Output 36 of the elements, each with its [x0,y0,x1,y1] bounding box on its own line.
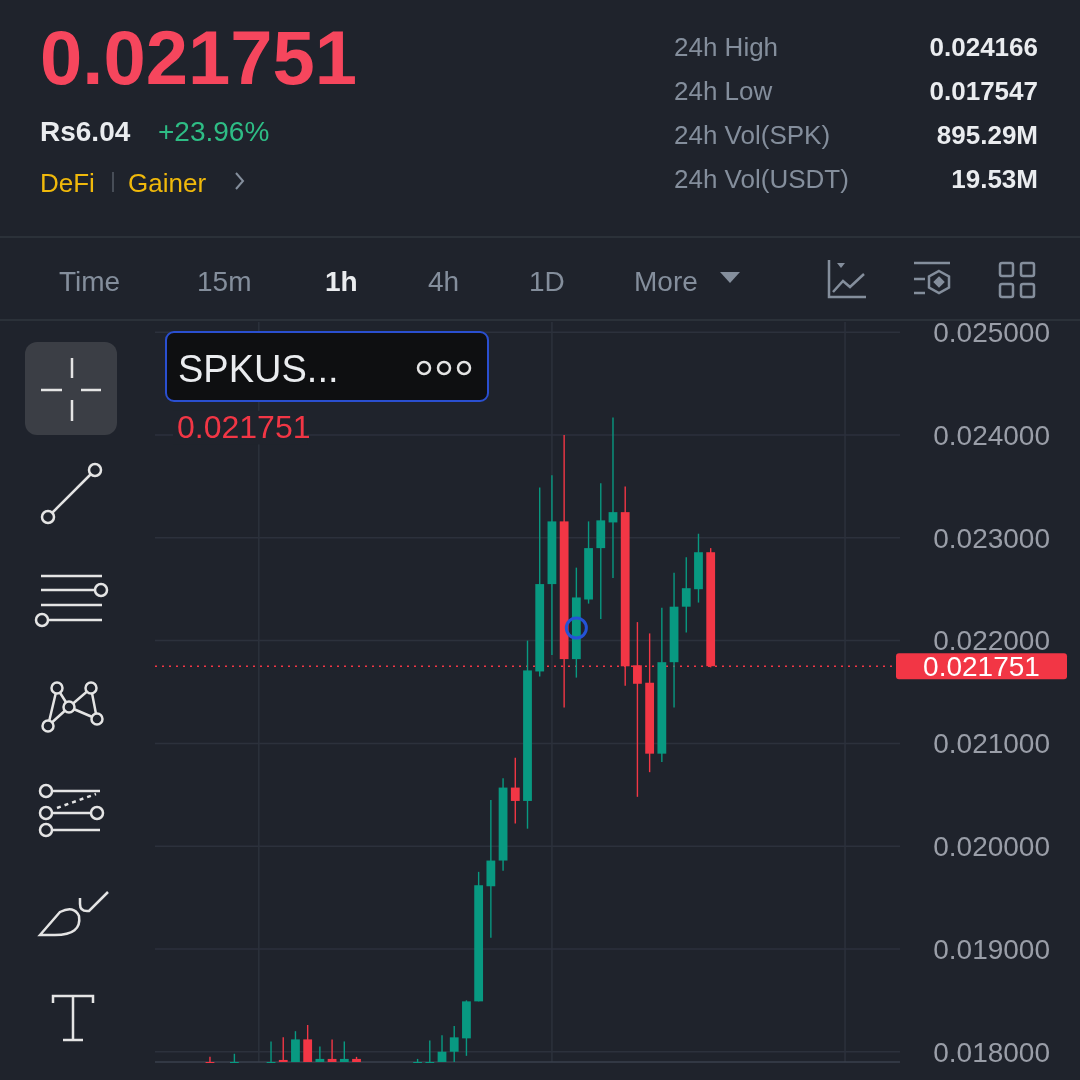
text: Rs6.04 [40,116,131,147]
text: 24h Vol(USDT) [674,164,849,194]
text: 0.024166 [929,32,1038,62]
text: 0.017547 [929,76,1038,106]
candlestick [425,1039,435,1063]
y-tick-label: 0.019000 [933,933,1050,965]
y-tick-label: 0.024000 [933,419,1050,451]
candlestick [315,1045,325,1063]
text: More [634,266,698,297]
annotation: SPKUS... [178,348,339,390]
text: 24h Vol(SPK) [674,120,831,150]
text: 0.021751 [40,15,357,100]
text: 24h Low [674,76,773,106]
text: 19.53M [951,164,1038,194]
y-tick-label: 0.025000 [933,317,1050,349]
candlestick [510,757,520,825]
candlestick [303,1024,313,1063]
y-tick-label: 0.023000 [933,522,1050,554]
candlestick [291,1030,300,1063]
text: Gainer [128,168,207,198]
text: 1D [529,266,565,297]
text: +23.96% [158,116,270,147]
text: 0.021751 [177,409,311,445]
y-tick-label: 0.018000 [933,1036,1050,1068]
candlestick [449,1025,459,1063]
candlestick [278,1036,288,1063]
text: 1h [325,266,358,297]
text: 895.29M [936,120,1038,150]
text: DeFi [40,168,95,198]
text: 15m [197,266,252,297]
text: 4h [428,266,460,297]
y-tick-label: 0.021000 [933,728,1050,760]
text: 24h High [674,32,779,62]
y-tick-label: 0.020000 [933,830,1050,862]
candlestick [681,556,691,634]
text: Time [59,266,121,297]
